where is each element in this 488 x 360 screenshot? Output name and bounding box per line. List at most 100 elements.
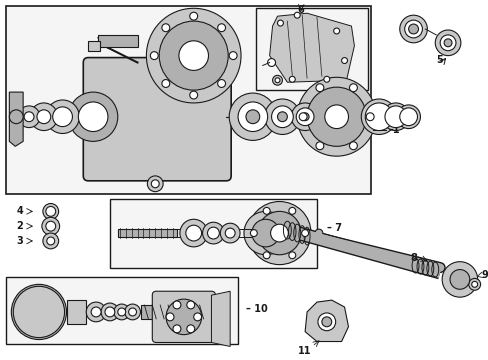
- Circle shape: [43, 203, 59, 219]
- Circle shape: [9, 110, 23, 123]
- Circle shape: [468, 278, 480, 290]
- Circle shape: [159, 21, 228, 90]
- Text: – 10: – 10: [245, 304, 267, 314]
- Polygon shape: [211, 291, 230, 346]
- FancyBboxPatch shape: [152, 291, 215, 342]
- Circle shape: [42, 217, 60, 235]
- Circle shape: [189, 12, 197, 20]
- Circle shape: [324, 105, 348, 129]
- Circle shape: [166, 313, 174, 321]
- Circle shape: [264, 99, 300, 135]
- Text: 5: 5: [435, 54, 442, 64]
- Circle shape: [323, 76, 329, 82]
- Circle shape: [321, 317, 331, 327]
- Circle shape: [288, 207, 295, 214]
- Circle shape: [289, 76, 295, 82]
- Circle shape: [26, 293, 36, 303]
- Circle shape: [189, 91, 197, 99]
- Circle shape: [91, 307, 101, 317]
- Circle shape: [306, 87, 366, 146]
- Circle shape: [46, 221, 56, 231]
- Text: – 7: – 7: [326, 223, 341, 233]
- Circle shape: [299, 113, 306, 121]
- Circle shape: [288, 252, 295, 259]
- Circle shape: [244, 211, 287, 255]
- Text: –1: –1: [388, 125, 400, 135]
- Circle shape: [50, 307, 60, 317]
- Circle shape: [105, 307, 115, 317]
- Circle shape: [257, 211, 301, 255]
- Circle shape: [267, 59, 275, 67]
- Circle shape: [78, 102, 108, 131]
- Circle shape: [315, 84, 323, 92]
- Circle shape: [349, 84, 357, 92]
- Circle shape: [238, 102, 267, 131]
- Circle shape: [42, 321, 52, 330]
- Circle shape: [441, 262, 477, 297]
- Circle shape: [101, 303, 119, 321]
- Circle shape: [186, 325, 194, 333]
- Circle shape: [151, 180, 159, 188]
- Circle shape: [207, 227, 219, 239]
- Circle shape: [68, 92, 118, 141]
- Circle shape: [225, 228, 235, 238]
- Circle shape: [114, 304, 129, 320]
- Circle shape: [42, 293, 52, 303]
- Circle shape: [277, 20, 283, 26]
- Circle shape: [272, 75, 282, 85]
- Circle shape: [186, 301, 194, 309]
- Circle shape: [384, 106, 406, 127]
- Circle shape: [124, 304, 140, 320]
- Circle shape: [245, 110, 259, 123]
- Circle shape: [404, 20, 422, 38]
- Circle shape: [274, 78, 280, 83]
- Circle shape: [179, 41, 208, 71]
- Circle shape: [263, 252, 269, 259]
- Circle shape: [193, 313, 201, 321]
- Circle shape: [396, 105, 420, 129]
- Circle shape: [46, 100, 79, 134]
- Circle shape: [217, 24, 225, 32]
- Bar: [66, 300, 86, 324]
- Circle shape: [291, 103, 318, 131]
- Circle shape: [349, 142, 357, 150]
- Bar: [88, 41, 100, 51]
- Circle shape: [250, 230, 257, 237]
- Circle shape: [185, 225, 201, 241]
- Bar: [255, 8, 367, 90]
- Circle shape: [202, 222, 224, 244]
- Polygon shape: [269, 13, 354, 82]
- Circle shape: [471, 282, 477, 287]
- Bar: [141, 305, 205, 319]
- Circle shape: [408, 24, 418, 34]
- Circle shape: [239, 105, 262, 129]
- Circle shape: [146, 8, 241, 103]
- Bar: [6, 278, 238, 345]
- Circle shape: [229, 93, 276, 140]
- Circle shape: [37, 110, 51, 123]
- Circle shape: [180, 219, 207, 247]
- FancyBboxPatch shape: [83, 58, 231, 181]
- Circle shape: [277, 112, 287, 122]
- Circle shape: [251, 219, 279, 247]
- Circle shape: [317, 313, 335, 331]
- Circle shape: [341, 58, 347, 63]
- Bar: [6, 6, 370, 194]
- Circle shape: [166, 299, 201, 335]
- Circle shape: [439, 35, 455, 51]
- Circle shape: [247, 202, 310, 265]
- Circle shape: [147, 176, 163, 192]
- Circle shape: [150, 52, 158, 59]
- Circle shape: [231, 97, 270, 136]
- Circle shape: [46, 206, 56, 216]
- Circle shape: [315, 142, 323, 150]
- Circle shape: [11, 284, 66, 339]
- Bar: [98, 35, 137, 47]
- Circle shape: [399, 108, 417, 126]
- Circle shape: [314, 229, 322, 237]
- Circle shape: [30, 103, 58, 131]
- Polygon shape: [305, 300, 348, 342]
- Circle shape: [47, 237, 55, 245]
- Circle shape: [162, 80, 169, 87]
- Circle shape: [381, 103, 409, 131]
